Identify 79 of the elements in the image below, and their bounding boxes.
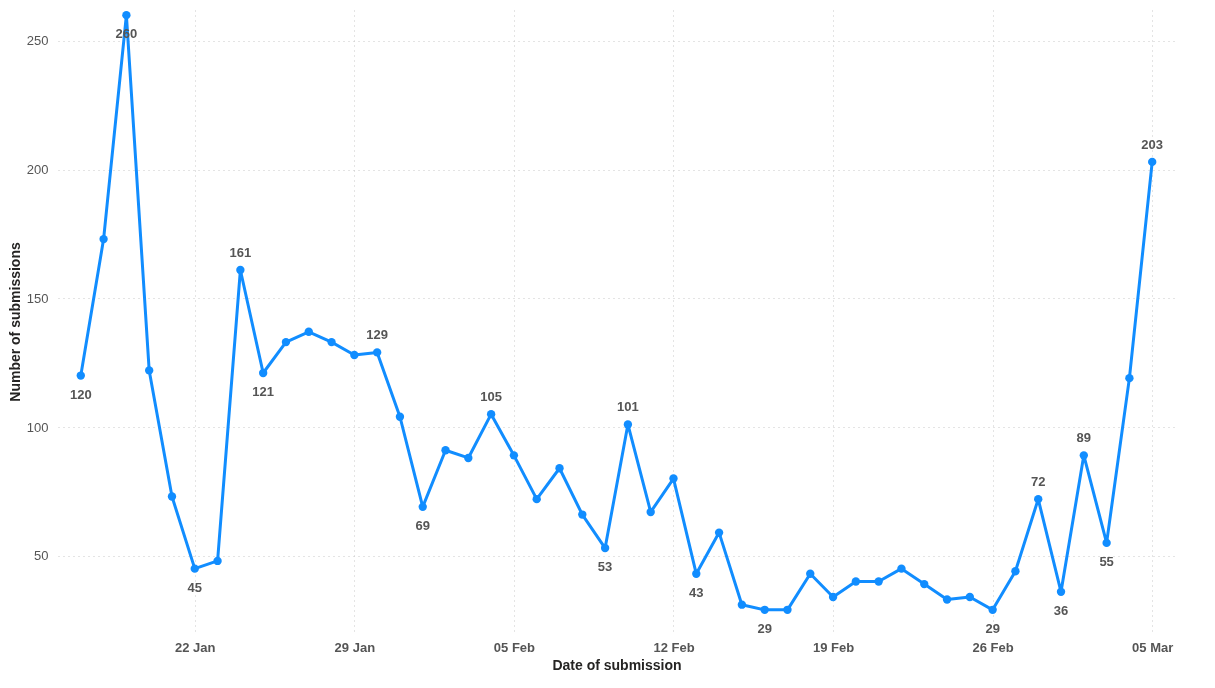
point <box>258 368 268 378</box>
data-label: 120 <box>69 386 92 402</box>
data-label: 69 <box>415 517 430 533</box>
point <box>509 451 519 460</box>
point <box>304 327 313 336</box>
data-label: 45 <box>187 579 203 595</box>
point <box>578 510 587 519</box>
point <box>532 494 541 504</box>
point <box>897 564 906 573</box>
point <box>167 492 177 501</box>
point <box>714 528 724 537</box>
data-label: 43 <box>689 584 704 600</box>
point <box>1034 494 1043 504</box>
x-tick-label: 05 Feb <box>493 639 536 655</box>
point <box>281 337 291 347</box>
point <box>1056 587 1066 596</box>
point <box>874 577 883 586</box>
point <box>76 371 85 380</box>
data-label: 161 <box>229 245 252 261</box>
y-tick-label: 150 <box>26 290 49 306</box>
point <box>418 502 427 512</box>
y-tick-label: 250 <box>26 33 49 49</box>
data-label: 53 <box>597 559 613 575</box>
point <box>1079 451 1088 460</box>
data-label: 29 <box>985 620 1000 636</box>
point <box>669 474 678 483</box>
point <box>1102 538 1111 548</box>
point <box>1148 157 1157 167</box>
point <box>692 569 701 578</box>
data-label: 89 <box>1076 430 1092 446</box>
point <box>145 366 154 375</box>
point <box>236 265 245 275</box>
y-tick-label: 100 <box>26 419 49 435</box>
x-tick-label: 05 Mar <box>1132 639 1174 655</box>
data-label: 105 <box>480 389 502 405</box>
point <box>806 569 815 578</box>
x-tick-label: 19 Feb <box>812 639 855 655</box>
point <box>600 543 610 553</box>
point <box>213 556 222 566</box>
point <box>760 605 769 615</box>
x-tick-label: 12 Feb <box>653 639 695 655</box>
point <box>441 446 450 455</box>
x-axis-title: Date of submission <box>552 656 682 673</box>
point <box>965 592 975 602</box>
data-label: 72 <box>1030 474 1046 490</box>
point <box>942 595 952 604</box>
point <box>350 350 359 360</box>
point <box>555 464 564 473</box>
point <box>988 605 997 615</box>
point <box>190 564 199 573</box>
point <box>1125 373 1134 383</box>
y-tick-label: 200 <box>26 162 49 178</box>
point <box>783 605 792 615</box>
x-tick-label: 29 Jan <box>334 639 376 655</box>
y-axis-title: Number of submissions <box>6 242 23 402</box>
point <box>327 337 336 347</box>
x-tick-label: 22 Jan <box>175 639 216 655</box>
point <box>737 600 747 609</box>
point <box>372 348 382 357</box>
point <box>920 579 929 589</box>
point <box>851 577 861 586</box>
data-label: 29 <box>757 620 772 636</box>
point <box>122 10 131 20</box>
point <box>828 592 838 602</box>
point <box>486 410 496 419</box>
data-label: 101 <box>617 399 639 415</box>
data-label: 129 <box>366 327 388 343</box>
point <box>1011 567 1020 576</box>
data-label: 121 <box>252 383 275 399</box>
x-tick-label: 26 Feb <box>972 639 1014 655</box>
data-label: 203 <box>1141 136 1164 152</box>
point <box>99 234 108 244</box>
point <box>646 507 655 517</box>
point <box>623 420 633 429</box>
y-tick-label: 50 <box>34 548 49 564</box>
data-label: 36 <box>1053 602 1069 618</box>
point <box>395 412 405 421</box>
point <box>464 453 473 463</box>
data-label: 55 <box>1099 553 1114 569</box>
